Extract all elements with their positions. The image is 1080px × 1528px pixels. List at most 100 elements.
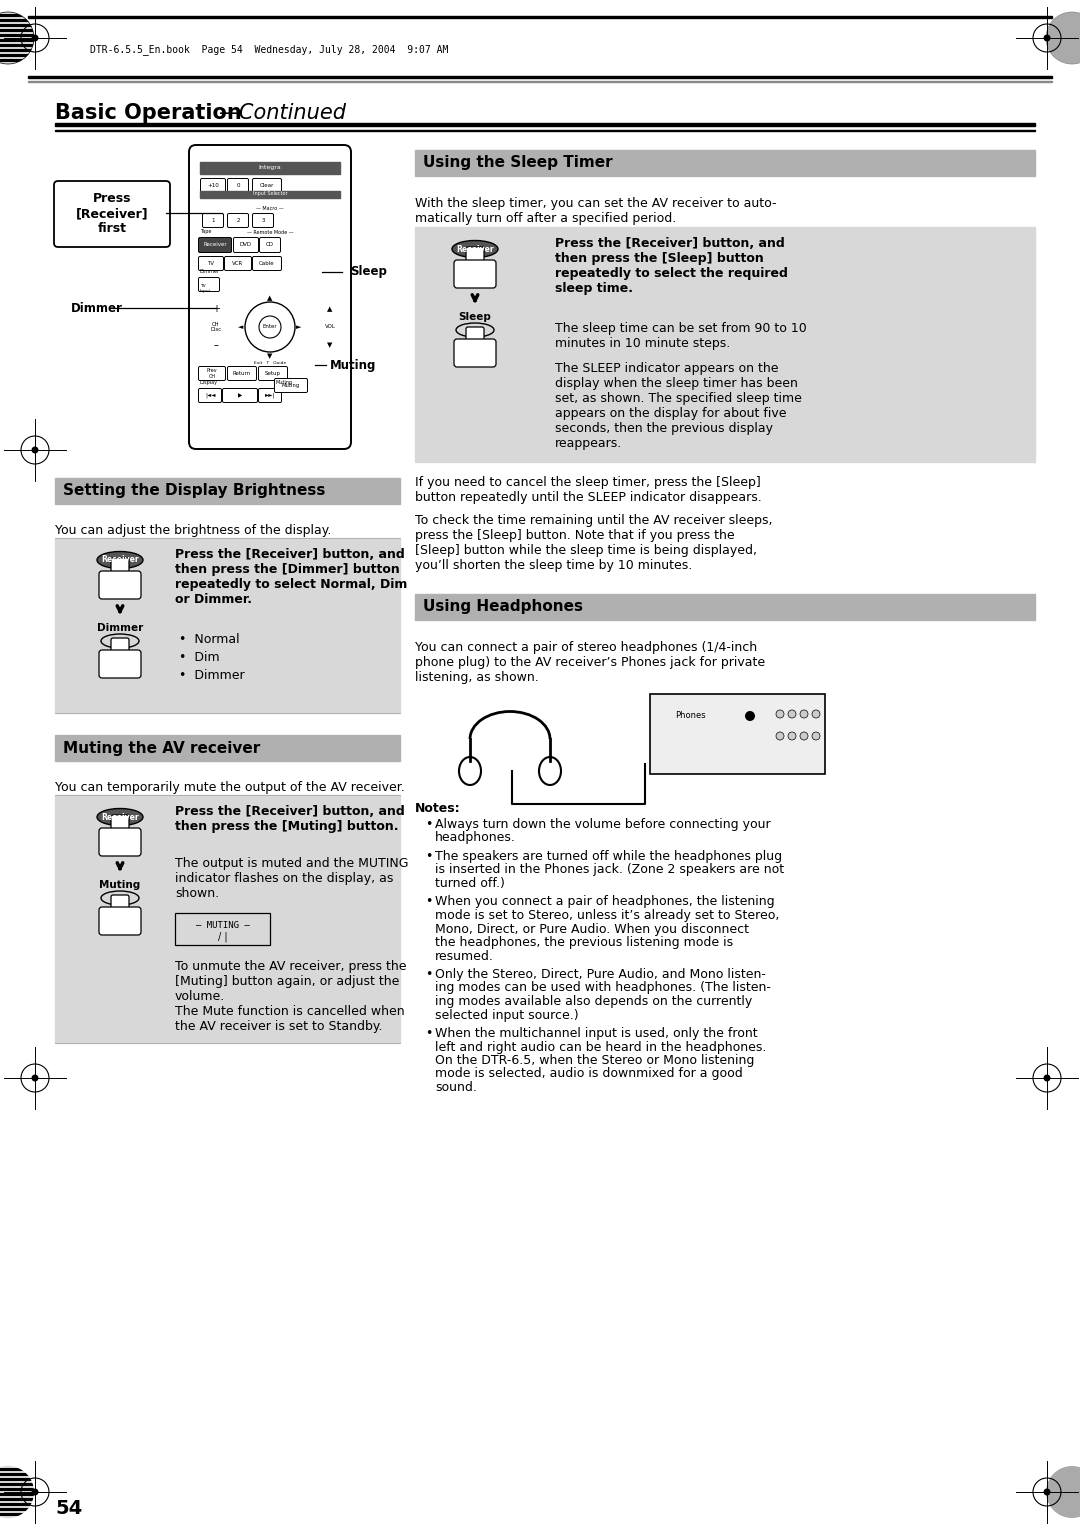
Text: Press the [Receiver] button, and
then press the [Muting] button.: Press the [Receiver] button, and then pr… bbox=[175, 805, 405, 833]
Text: –: – bbox=[214, 341, 218, 350]
Text: ing modes available also depends on the currently: ing modes available also depends on the … bbox=[435, 995, 753, 1008]
FancyBboxPatch shape bbox=[199, 257, 224, 270]
Text: selected input source.): selected input source.) bbox=[435, 1008, 579, 1022]
Text: Setting the Display Brightness: Setting the Display Brightness bbox=[63, 483, 325, 498]
Bar bbox=[28, 76, 1052, 78]
FancyBboxPatch shape bbox=[99, 649, 141, 678]
Circle shape bbox=[788, 732, 796, 740]
Circle shape bbox=[31, 446, 39, 454]
Text: +: + bbox=[212, 304, 220, 313]
Bar bbox=[55, 735, 400, 761]
Bar bbox=[55, 538, 400, 714]
Text: Basic Operation: Basic Operation bbox=[55, 102, 242, 122]
Circle shape bbox=[812, 732, 820, 740]
FancyBboxPatch shape bbox=[228, 214, 248, 228]
Text: When you connect a pair of headphones, the listening: When you connect a pair of headphones, t… bbox=[435, 895, 774, 909]
Text: Exit   T   Guide: Exit T Guide bbox=[254, 361, 286, 365]
FancyBboxPatch shape bbox=[465, 248, 484, 269]
Text: When the multichannel input is used, only the front: When the multichannel input is used, onl… bbox=[435, 1027, 758, 1041]
FancyBboxPatch shape bbox=[199, 278, 219, 292]
Text: 2: 2 bbox=[237, 219, 240, 223]
Text: left and right audio can be heard in the headphones.: left and right audio can be heard in the… bbox=[435, 1041, 767, 1053]
Ellipse shape bbox=[97, 552, 143, 568]
FancyBboxPatch shape bbox=[189, 145, 351, 449]
Text: |◄◄: |◄◄ bbox=[205, 393, 215, 399]
Text: Input Selector: Input Selector bbox=[253, 191, 287, 197]
Text: •  Normal: • Normal bbox=[179, 633, 240, 646]
Text: Press the [Receiver] button, and
then press the [Dimmer] button
repeatedly to se: Press the [Receiver] button, and then pr… bbox=[175, 549, 407, 607]
Text: Muting: Muting bbox=[282, 384, 300, 388]
Text: Display: Display bbox=[200, 380, 218, 385]
Text: Prev
CH: Prev CH bbox=[206, 368, 217, 379]
Bar bbox=[415, 150, 1035, 176]
FancyBboxPatch shape bbox=[111, 639, 129, 660]
Text: ►: ► bbox=[296, 324, 301, 330]
Bar bbox=[55, 122, 1035, 125]
Text: Sleep: Sleep bbox=[350, 266, 387, 278]
FancyBboxPatch shape bbox=[199, 237, 231, 252]
Circle shape bbox=[800, 732, 808, 740]
Text: VOL: VOL bbox=[325, 324, 336, 330]
FancyBboxPatch shape bbox=[454, 339, 496, 367]
Text: ▼: ▼ bbox=[327, 342, 333, 348]
FancyBboxPatch shape bbox=[111, 895, 129, 917]
Circle shape bbox=[0, 1465, 33, 1517]
Text: Clear: Clear bbox=[260, 183, 274, 188]
Circle shape bbox=[812, 711, 820, 718]
Bar bbox=[415, 594, 1035, 620]
Text: To check the time remaining until the AV receiver sleeps,
press the [Sleep] butt: To check the time remaining until the AV… bbox=[415, 513, 772, 571]
Text: TV
Input: TV Input bbox=[200, 284, 212, 293]
Text: Muting the AV receiver: Muting the AV receiver bbox=[63, 741, 260, 755]
Text: •: • bbox=[426, 969, 432, 981]
Text: Dimmer: Dimmer bbox=[71, 301, 123, 315]
FancyBboxPatch shape bbox=[253, 214, 273, 228]
Ellipse shape bbox=[459, 756, 481, 785]
Text: 54: 54 bbox=[55, 1499, 82, 1517]
FancyBboxPatch shape bbox=[228, 179, 248, 193]
Text: The output is muted and the MUTING
indicator flashes on the display, as
shown.: The output is muted and the MUTING indic… bbox=[175, 857, 408, 900]
Text: •: • bbox=[426, 895, 432, 909]
Circle shape bbox=[31, 1074, 39, 1082]
Text: You can temporarily mute the output of the AV receiver.: You can temporarily mute the output of t… bbox=[55, 781, 405, 795]
Text: TV: TV bbox=[207, 261, 215, 266]
Circle shape bbox=[800, 711, 808, 718]
Circle shape bbox=[1047, 12, 1080, 64]
Text: Always turn down the volume before connecting your: Always turn down the volume before conne… bbox=[435, 817, 771, 831]
FancyBboxPatch shape bbox=[253, 257, 282, 270]
Circle shape bbox=[1043, 1488, 1051, 1496]
Text: the headphones, the previous listening mode is: the headphones, the previous listening m… bbox=[435, 937, 733, 949]
FancyBboxPatch shape bbox=[225, 257, 252, 270]
Text: Muting: Muting bbox=[99, 880, 140, 889]
Circle shape bbox=[745, 711, 755, 721]
Text: ing modes can be used with headphones. (The listen-: ing modes can be used with headphones. (… bbox=[435, 981, 771, 995]
Text: 0: 0 bbox=[237, 183, 240, 188]
Text: mode is set to Stereo, unless it’s already set to Stereo,: mode is set to Stereo, unless it’s alrea… bbox=[435, 909, 780, 921]
FancyBboxPatch shape bbox=[203, 214, 224, 228]
Text: — Remote Mode —: — Remote Mode — bbox=[246, 229, 294, 234]
Text: •  Dim: • Dim bbox=[179, 651, 219, 665]
FancyBboxPatch shape bbox=[99, 828, 141, 856]
Text: Mono, Direct, or Pure Audio. When you disconnect: Mono, Direct, or Pure Audio. When you di… bbox=[435, 923, 750, 935]
Bar bbox=[175, 914, 270, 944]
Text: Setup: Setup bbox=[265, 371, 281, 376]
Text: Tape: Tape bbox=[200, 229, 212, 234]
Text: Dimmer: Dimmer bbox=[200, 269, 220, 274]
Text: mode is selected, audio is downmixed for a good: mode is selected, audio is downmixed for… bbox=[435, 1068, 743, 1080]
Text: Press
[Receiver]
first: Press [Receiver] first bbox=[76, 193, 148, 235]
Circle shape bbox=[1043, 1074, 1051, 1082]
Text: Only the Stereo, Direct, Pure Audio, and Mono listen-: Only the Stereo, Direct, Pure Audio, and… bbox=[435, 969, 766, 981]
Text: Using the Sleep Timer: Using the Sleep Timer bbox=[423, 156, 612, 171]
Bar bbox=[650, 694, 825, 775]
Text: Muting: Muting bbox=[330, 359, 376, 371]
Text: headphones.: headphones. bbox=[435, 831, 516, 845]
Ellipse shape bbox=[97, 808, 143, 825]
Text: Receiver: Receiver bbox=[102, 813, 139, 822]
Text: ▲: ▲ bbox=[327, 306, 333, 312]
Text: Receiver: Receiver bbox=[456, 244, 494, 254]
FancyBboxPatch shape bbox=[99, 571, 141, 599]
Text: •: • bbox=[426, 1027, 432, 1041]
Bar bbox=[28, 15, 1052, 18]
Bar bbox=[415, 228, 1035, 461]
Text: — Macro —: — Macro — bbox=[256, 206, 284, 211]
FancyBboxPatch shape bbox=[111, 814, 129, 837]
